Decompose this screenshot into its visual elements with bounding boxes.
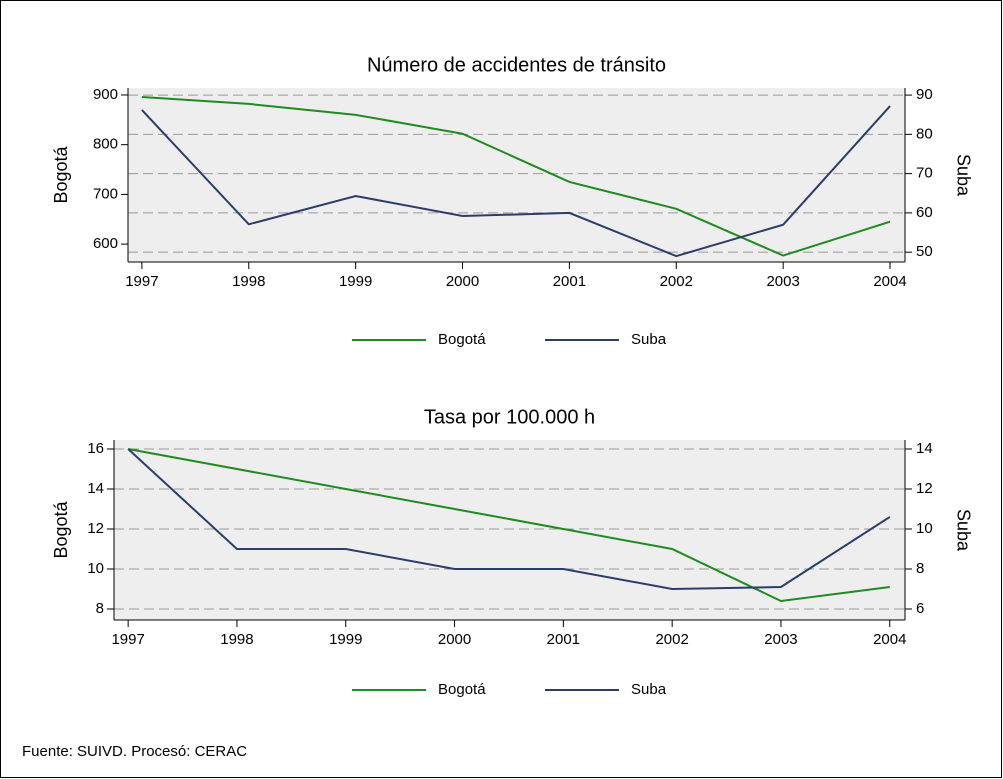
- y2-axis-title: Suba: [953, 509, 973, 552]
- legend-label: Suba: [631, 331, 667, 348]
- x-tick-label: 2003: [764, 631, 797, 648]
- y-tick-label: 800: [93, 136, 118, 153]
- series-line: [127, 448, 891, 591]
- x-tick-label: 2004: [873, 273, 906, 290]
- x-tick-label: 1999: [329, 631, 362, 648]
- y-tick-label: 700: [93, 185, 118, 202]
- series-line: [141, 95, 891, 257]
- x-tick-label: 1997: [111, 631, 144, 648]
- y-tick-label: 16: [87, 440, 104, 457]
- x-tick-label: 2001: [547, 631, 580, 648]
- legend-label: Suba: [631, 681, 667, 698]
- y2-tick-label: 70: [916, 165, 933, 182]
- x-tick-label: 2000: [446, 273, 479, 290]
- y2-tick-label: 10: [916, 520, 933, 537]
- y-axis-title: Bogotá: [51, 145, 71, 203]
- x-tick-label: 2003: [766, 273, 799, 290]
- x-tick-label: 1998: [220, 631, 253, 648]
- x-tick-label: 2001: [553, 273, 586, 290]
- y-tick-label: 900: [93, 86, 118, 103]
- chart-title: Tasa por 100.000 h: [424, 406, 595, 428]
- legend-label: Bogotá: [438, 331, 486, 348]
- y2-tick-label: 90: [916, 86, 933, 103]
- x-tick-label: 1997: [125, 273, 158, 290]
- plot-area: [128, 88, 905, 262]
- y2-tick-label: 50: [916, 243, 933, 260]
- y2-tick-label: 6: [916, 600, 924, 617]
- y2-tick-label: 12: [916, 480, 933, 497]
- legend-label: Bogotá: [438, 681, 486, 698]
- y-tick-label: 12: [87, 520, 104, 537]
- y-tick-label: 8: [96, 600, 104, 617]
- y-tick-label: 14: [87, 480, 104, 497]
- x-tick-label: 2004: [873, 631, 906, 648]
- y-tick-label: 10: [87, 560, 104, 577]
- y-axis-title: Bogotá: [51, 500, 71, 558]
- x-tick-label: 2002: [655, 631, 688, 648]
- plot-area: [114, 440, 905, 620]
- x-tick-label: 2000: [438, 631, 471, 648]
- y2-tick-label: 60: [916, 204, 933, 221]
- y-tick-label: 600: [93, 235, 118, 252]
- y2-tick-label: 14: [916, 440, 933, 457]
- x-tick-label: 2002: [660, 273, 693, 290]
- x-tick-label: 1998: [232, 273, 265, 290]
- chart-title: Número de accidentes de tránsito: [367, 54, 666, 76]
- y2-axis-title: Suba: [953, 154, 973, 197]
- series-line: [127, 448, 890, 603]
- y2-tick-label: 80: [916, 125, 933, 142]
- source-note: Fuente: SUIVD. Procesó: CERAC: [22, 743, 247, 760]
- series-line: [141, 105, 891, 258]
- y2-tick-label: 8: [916, 560, 924, 577]
- x-tick-label: 1999: [339, 273, 372, 290]
